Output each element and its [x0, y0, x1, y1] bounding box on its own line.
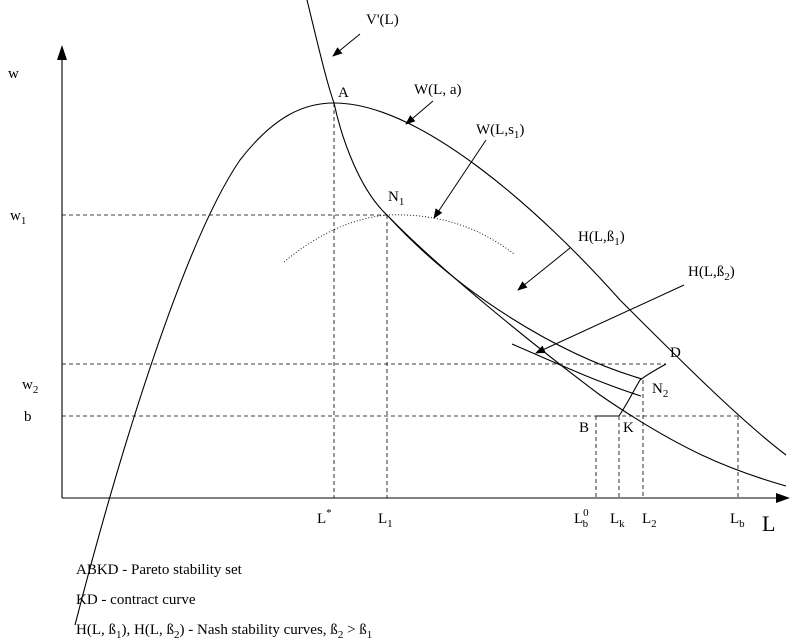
arrow-w-ls1: [433, 139, 487, 219]
guide-lines: [62, 103, 739, 498]
x-tick-l2: L2: [642, 511, 657, 530]
y-axis-arrow: [57, 45, 67, 60]
y-tick-w1: w1: [10, 208, 26, 227]
legend-line-2: KD - contract curve: [76, 592, 196, 608]
arrow-vprime: [332, 33, 361, 57]
x-tick-lb: Lb: [730, 511, 745, 530]
legend-line-1: ABKD - Pareto stability set: [76, 562, 243, 578]
label-w-la: W(L, a): [414, 82, 461, 98]
x-tick-l0b: L0 b: [574, 507, 589, 530]
curve-h-b1: [386, 214, 643, 380]
point-label-b: B: [579, 420, 589, 436]
arrow-h-b1: [517, 247, 571, 291]
x-axis-label: L: [762, 511, 775, 536]
curve-kd: [618, 363, 667, 417]
x-axis-arrow: [776, 493, 790, 503]
label-w-ls1: W(L,s1): [476, 122, 524, 141]
point-label-k: K: [623, 420, 634, 436]
label-h-b1: H(L,ß1): [578, 229, 625, 248]
curve-vprime: [306, 0, 787, 487]
label-vprime: V'(L): [366, 12, 399, 28]
legend: ABKD - Pareto stability set KD - contrac…: [76, 562, 372, 641]
pointer-arrows: [332, 33, 685, 354]
point-label-n1: N1: [388, 189, 404, 208]
point-label-a: A: [338, 85, 349, 101]
y-axis-label: w: [8, 66, 19, 82]
arrow-w-la: [405, 100, 434, 125]
point-label-n2: N2: [652, 381, 668, 400]
y-tick-b: b: [24, 409, 32, 425]
curve-w-ls1: [283, 214, 515, 263]
curve-h-b2: [511, 343, 642, 397]
x-tick-lk: Lk: [610, 511, 625, 530]
label-h-b2: H(L,ß2): [688, 264, 735, 283]
y-tick-w2: w2: [22, 377, 38, 396]
x-tick-l-star: L*: [317, 507, 332, 527]
arrow-h-b2: [535, 284, 685, 354]
point-label-d: D: [670, 345, 681, 361]
x-tick-l1: L1: [378, 511, 393, 530]
legend-line-3: H(L, ß1), H(L, ß2) - Nash stability curv…: [76, 622, 372, 641]
